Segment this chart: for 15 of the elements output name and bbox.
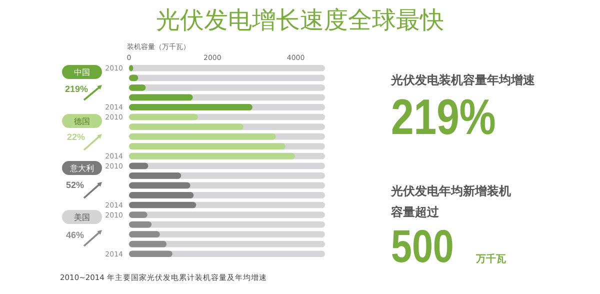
text: 意大利 xyxy=(69,164,94,173)
text: 万千瓦 xyxy=(475,253,506,265)
text: 光伏发电年均新增装机 xyxy=(390,184,511,198)
text: 22% xyxy=(67,132,86,142)
text: 219% xyxy=(391,89,496,145)
text: 美国 xyxy=(74,213,90,222)
chart-title: 光伏发电增长速度全球最快 xyxy=(156,6,444,34)
text: 500 xyxy=(391,220,454,272)
text: 德国 xyxy=(74,117,90,126)
text: 219% xyxy=(65,84,88,94)
text: 46% xyxy=(66,230,84,240)
text: 光伏发电装机容量年均增速 xyxy=(390,73,536,87)
text: 52% xyxy=(66,180,84,190)
text: 中国 xyxy=(74,68,90,77)
text: 容量超过 xyxy=(390,205,440,219)
